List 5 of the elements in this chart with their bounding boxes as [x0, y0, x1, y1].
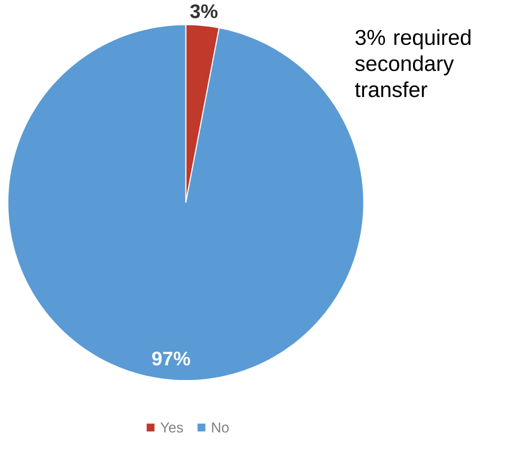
- legend-label: No: [212, 422, 229, 433]
- text: 3% required secondary transfer: [355, 29, 470, 98]
- data-label: 97%: [152, 352, 190, 366]
- data-label: 3%: [190, 4, 218, 18]
- legend-label: Yes: [160, 422, 183, 433]
